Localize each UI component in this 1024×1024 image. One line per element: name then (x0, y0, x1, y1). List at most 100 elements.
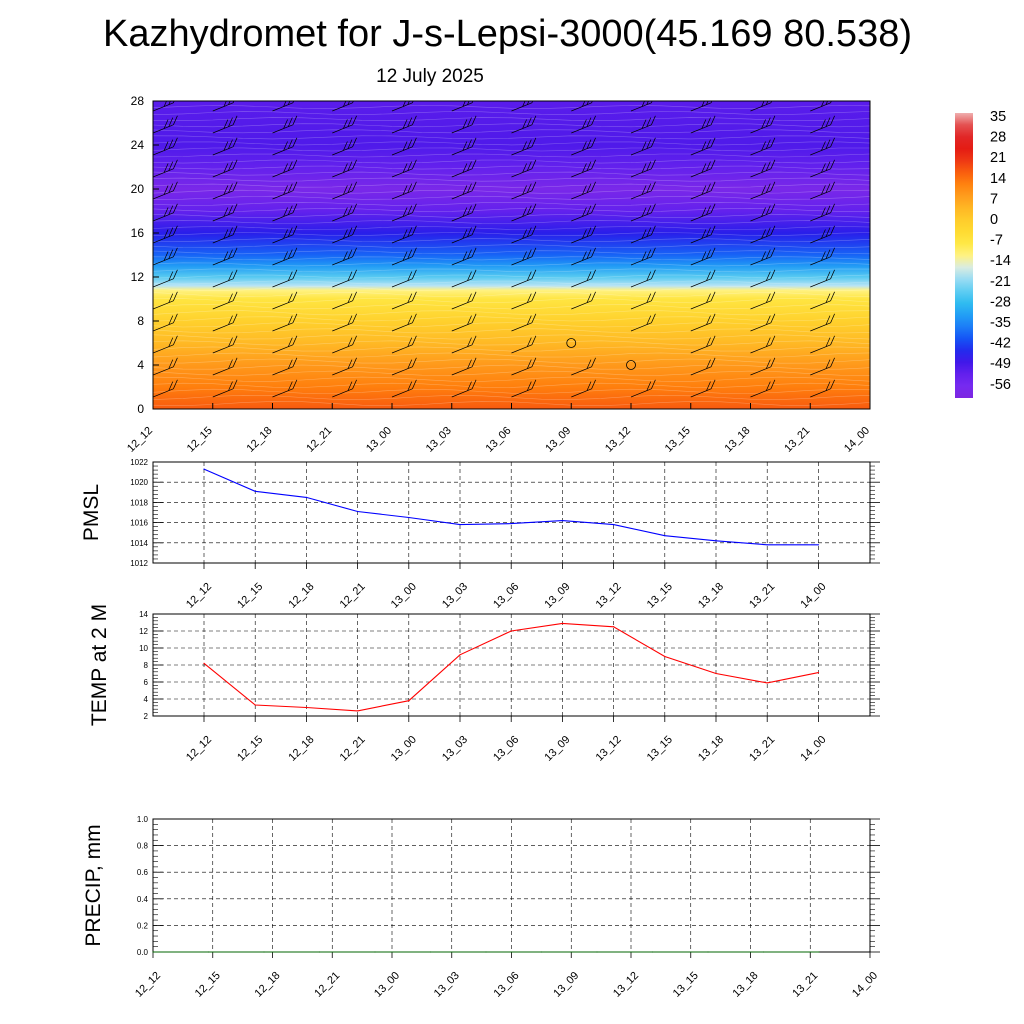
x-tick-label: 13_12 (594, 581, 624, 611)
x-tick-label: 13_15 (671, 970, 701, 1000)
data-point (305, 706, 307, 709)
y-tick-label: 12 (139, 627, 148, 636)
y-tick-label: 0.8 (137, 842, 149, 851)
wind-barb (690, 335, 716, 354)
contour-line (153, 334, 870, 340)
x-tick-label: 13_09 (542, 734, 572, 764)
wind-barb (451, 357, 477, 376)
y-tick-label: 1012 (130, 559, 148, 568)
contour-line (153, 256, 870, 261)
wind-barb (869, 352, 870, 353)
data-point (263, 951, 265, 953)
data-point (613, 524, 615, 526)
data-point (510, 523, 512, 525)
wind-barb (630, 101, 653, 112)
colorbar-label: 28 (990, 130, 1006, 146)
x-tick-label: 13_00 (389, 581, 419, 611)
contour-line (153, 165, 870, 170)
x-tick-label: 13_15 (645, 581, 675, 611)
wind-barb (451, 335, 477, 354)
wind-barb (272, 335, 298, 354)
data-point (203, 468, 205, 470)
x-tick-label: 13_06 (492, 970, 522, 1000)
contour-line (153, 394, 870, 400)
wind-barb (869, 154, 870, 155)
contour-line (153, 189, 870, 194)
wind-barb (451, 159, 477, 178)
wind-barb (750, 115, 776, 134)
wind-barb (212, 159, 238, 178)
wind-barb (451, 115, 477, 134)
wind-barb (511, 357, 537, 376)
x-tick-label: 12_15 (193, 970, 223, 1000)
x-tick-label: 13_06 (491, 581, 521, 611)
data-point (651, 951, 654, 953)
wind-barb (272, 379, 298, 398)
data-point (596, 951, 598, 953)
data-point (613, 626, 615, 628)
data-point (408, 516, 410, 519)
temp-panel: 2 4 6 8 10 12 14 12_12 12_15 12_18 12_21 13_00 13_03… (88, 604, 880, 764)
contour-line (153, 244, 870, 249)
wind-barb (212, 335, 238, 354)
wind-barb (391, 313, 417, 332)
contour-line (153, 117, 870, 122)
colorbar-label: -42 (990, 336, 1011, 352)
wind-barb (869, 264, 870, 265)
contour-line (153, 129, 870, 134)
wind-barb (750, 357, 776, 376)
wind-barb (153, 159, 178, 178)
wind-barb (810, 181, 835, 200)
wind-barb (212, 269, 238, 288)
x-tick-label: 12_21 (338, 734, 368, 764)
colorbar-label: -21 (990, 274, 1011, 290)
wind-barb (690, 313, 716, 332)
y-tick-label: 0.2 (137, 921, 149, 930)
wind-barb (869, 242, 870, 243)
wind-barb (690, 137, 716, 156)
wind-barb (571, 291, 596, 310)
wind-barb (511, 115, 537, 134)
wind-barb (212, 137, 238, 156)
y-axis-label: PRECIP, mm (82, 824, 105, 946)
wind-barb (451, 101, 474, 112)
wind-barb (332, 335, 357, 354)
wind-barb (511, 247, 537, 266)
wind-barb (810, 247, 835, 266)
data-point (459, 524, 461, 526)
contour-line (153, 141, 870, 146)
wind-barb (810, 269, 835, 288)
y-tick-label: 14 (139, 610, 148, 619)
wind-barb (571, 225, 596, 244)
wind-barb (690, 203, 716, 222)
y-tick-label: 24 (131, 138, 145, 152)
wind-barb (750, 225, 776, 244)
colorbar-label: 35 (990, 109, 1006, 125)
x-tick-label: 12_21 (338, 581, 368, 611)
x-tick-label: 12_18 (286, 581, 316, 611)
wind-barb (391, 203, 417, 222)
colorbar-label: -14 (990, 253, 1011, 269)
wind-barb (511, 101, 534, 112)
contour-line (153, 310, 870, 316)
x-tick-label: 13_03 (440, 581, 470, 611)
x-tick-label: 13_03 (440, 734, 470, 764)
data-point (459, 654, 461, 656)
wind-barb (153, 357, 178, 376)
x-tick-label: 13_18 (731, 970, 761, 1000)
y-tick-label: 1016 (130, 519, 148, 528)
wind-barb (690, 115, 716, 134)
wind-barb (272, 181, 298, 200)
x-tick-label: 12_15 (235, 734, 265, 764)
x-tick-label: 12_18 (286, 734, 316, 764)
wind-barb (212, 247, 238, 266)
wind-barb (750, 159, 776, 178)
wind-barb (630, 115, 656, 134)
wind-barb (810, 291, 835, 310)
data-point (707, 951, 709, 953)
colorbar-label: 21 (990, 150, 1006, 166)
contour-line (153, 177, 870, 182)
wind-barb (810, 115, 835, 134)
wind-barb (571, 101, 593, 112)
x-tick-label: 13_09 (543, 425, 573, 455)
